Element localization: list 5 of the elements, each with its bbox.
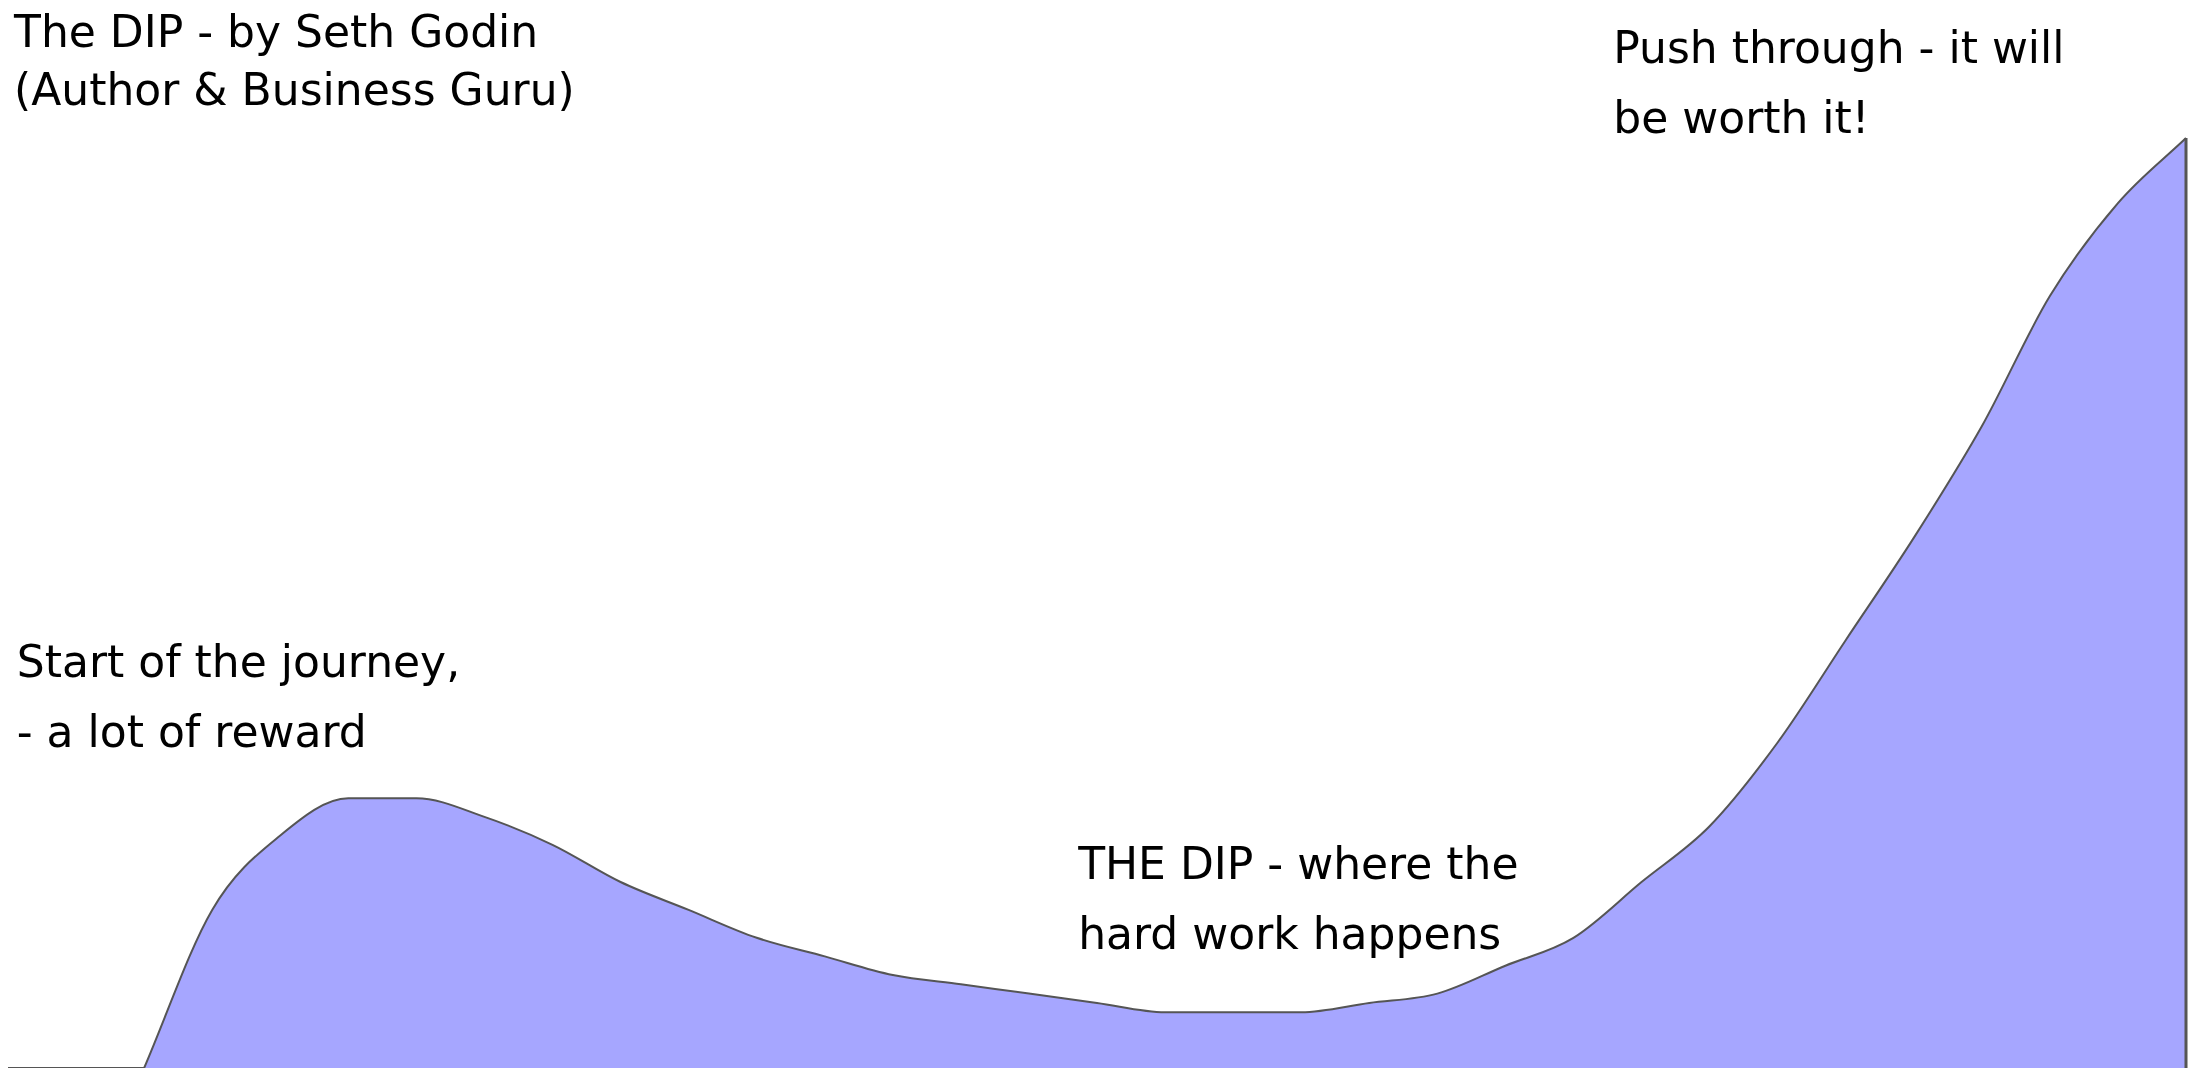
annotation: THE DIP - where the hard work happens xyxy=(1077,837,1519,959)
chart-title: The DIP - by Seth Godin xyxy=(13,6,539,58)
annotation: Start of the journey, - a lot of reward xyxy=(16,636,461,758)
annotation: Push through - it will be worth it! xyxy=(1613,21,2065,143)
chart-subtitle: (Author & Business Guru) xyxy=(14,64,575,116)
